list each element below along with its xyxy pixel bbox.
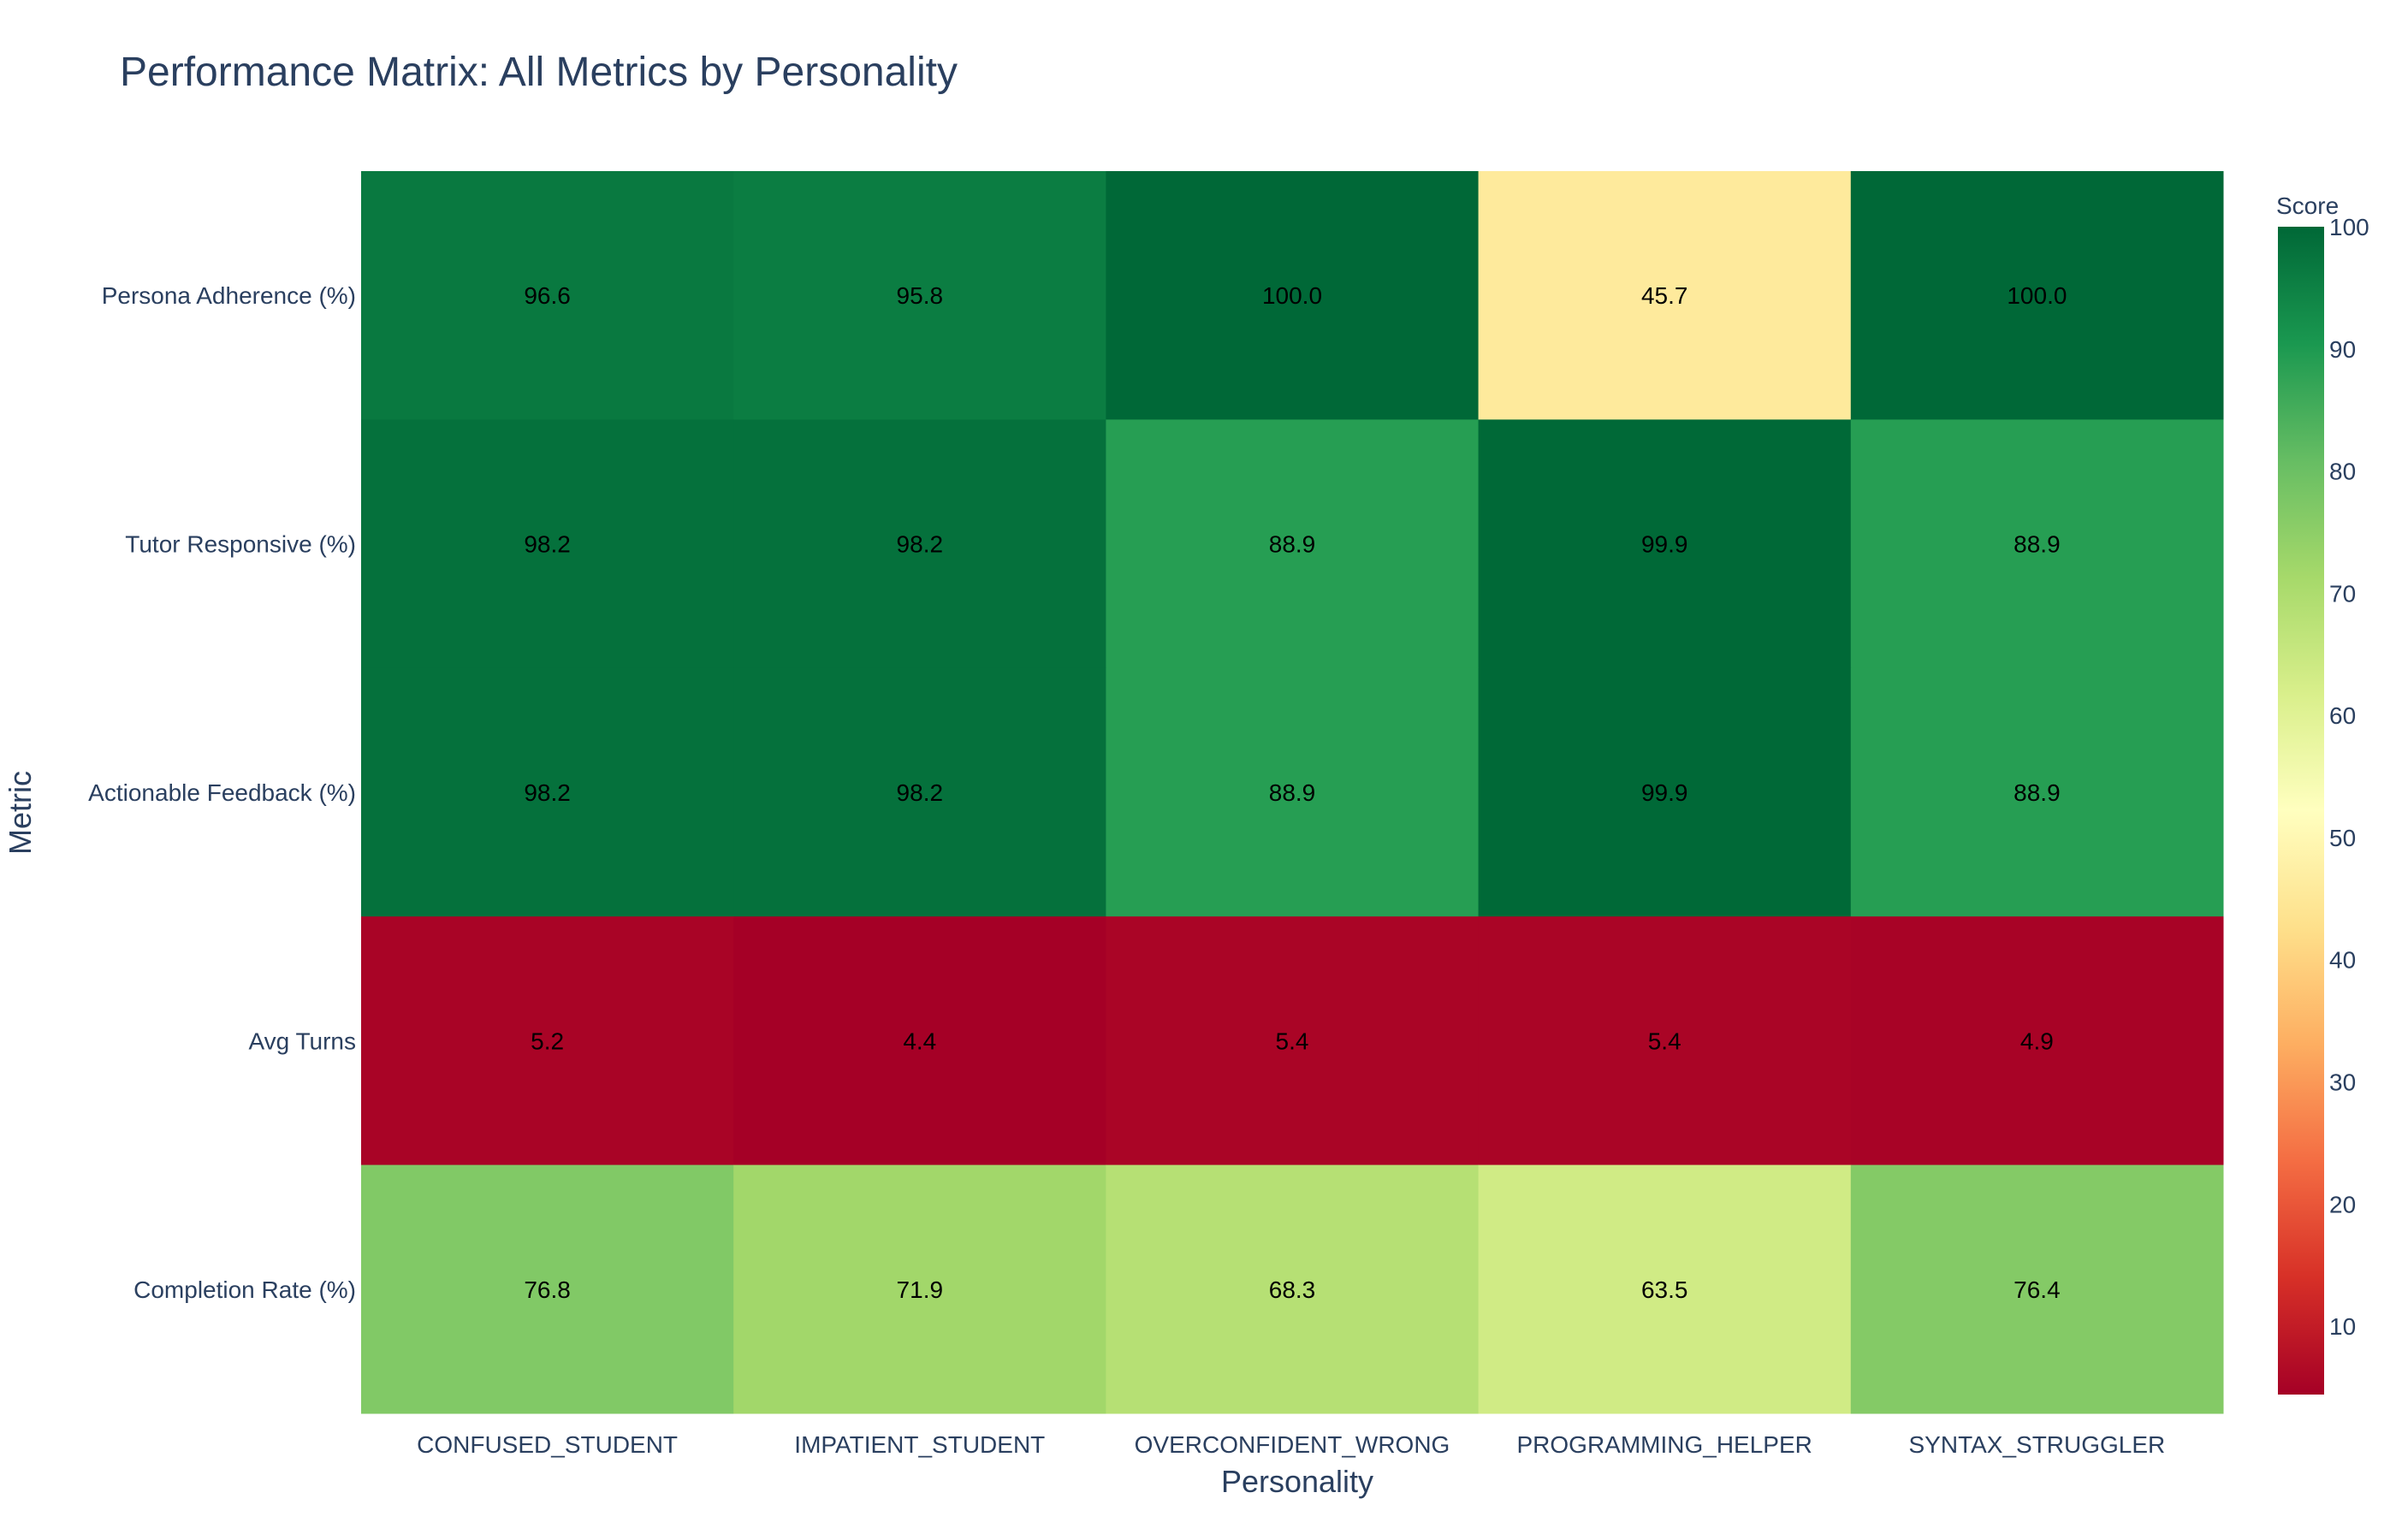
x-tick-label: IMPATIENT_STUDENT [794,1431,1045,1458]
cell-value-label: 98.2 [897,779,944,806]
cell-labels: 96.6 95.8 100.0 45.7 100.0 98.2 98.2 88.9 99.9 88… [524,282,2067,1303]
y-tick-label: Avg Turns [248,1028,356,1054]
cell-value-label: 5.4 [1276,1028,1309,1054]
cell-value-label: 68.3 [1269,1276,1316,1303]
x-tick-label: CONFUSED_STUDENT [417,1431,678,1458]
cell-value-label: 98.2 [524,779,571,806]
cell-value-label: 71.9 [897,1276,944,1303]
cell-value-label: 99.9 [1641,779,1688,806]
cell-value-label: 4.4 [903,1028,936,1054]
x-tick-label: PROGRAMMING_HELPER [1516,1431,1812,1458]
heatmap-cell [1850,916,2224,1166]
chart-title: Performance Matrix: All Metrics by Perso… [120,50,958,95]
heatmap-cell [361,171,734,420]
heatmap-cells [361,171,2224,1414]
colorbar-ticks: 10 20 30 40 50 60 70 80 90 100 [2329,214,2369,1340]
cell-value-label: 76.8 [524,1276,571,1303]
heatmap-cell [1106,419,1480,669]
cell-value-label: 63.5 [1641,1276,1688,1303]
heatmap-cell [361,1164,734,1414]
heatmap-cell [1478,916,1852,1166]
heatmap-cell [361,916,734,1166]
colorbar-tick-label: 100 [2329,214,2369,240]
colorbar-tick-label: 80 [2329,459,2356,485]
heatmap-cell [1850,419,2224,669]
heatmap-cell [733,667,1106,917]
cell-value-label: 88.9 [2013,779,2061,806]
colorbar-tick-label: 30 [2329,1069,2356,1095]
heatmap-cell [1850,171,2224,420]
heatmap-cell [733,171,1106,420]
colorbar-tick-label: 60 [2329,702,2356,729]
cell-value-label: 100.0 [2007,282,2067,309]
cell-value-label: 98.2 [524,531,571,558]
cell-value-label: 5.4 [1648,1028,1681,1054]
y-axis-title: Metric [3,771,38,855]
heatmap-cell [361,419,734,669]
y-tick-label: Persona Adherence (%) [102,282,356,309]
cell-value-label: 88.9 [1269,531,1316,558]
x-axis-title: Personality [1221,1464,1373,1499]
colorbar-title: Score [2276,192,2339,219]
heatmap-cell [1478,419,1852,669]
cell-value-label: 99.9 [1641,531,1688,558]
heatmap-cell [1106,171,1480,420]
heatmap-cell [733,419,1106,669]
y-tick-label: Completion Rate (%) [133,1276,356,1303]
colorbar: Score 10 20 30 40 50 60 70 80 90 100 [2276,192,2369,1395]
heatmap-cell [1478,171,1852,420]
colorbar-tick-label: 40 [2329,947,2356,974]
cell-value-label: 88.9 [2013,531,2061,558]
colorbar-tick-label: 70 [2329,580,2356,607]
cell-value-label: 95.8 [897,282,944,309]
heatmap-cell [1106,667,1480,917]
colorbar-tick-label: 50 [2329,825,2356,851]
heatmap-cell [1106,916,1480,1166]
heatmap-cell [733,916,1106,1166]
heatmap-cell [1850,667,2224,917]
x-tick-label: SYNTAX_STRUGGLER [1909,1431,2166,1458]
heatmap-cell [1478,1164,1852,1414]
colorbar-tick-label: 20 [2329,1191,2356,1217]
cell-value-label: 45.7 [1641,282,1688,309]
heatmap-cell [1850,1164,2224,1414]
heatmap-cell [1106,1164,1480,1414]
y-axis-ticks: Persona Adherence (%) Tutor Responsive (%… [88,282,356,1303]
y-tick-label: Actionable Feedback (%) [88,779,356,806]
colorbar-tick-label: 10 [2329,1313,2356,1340]
cell-value-label: 88.9 [1269,779,1316,806]
colorbar-gradient [2278,227,2324,1395]
cell-value-label: 76.4 [2013,1276,2061,1303]
x-tick-label: OVERCONFIDENT_WRONG [1135,1431,1450,1458]
heatmap-cell [733,1164,1106,1414]
colorbar-tick-label: 90 [2329,336,2356,363]
y-tick-label: Tutor Responsive (%) [125,531,356,558]
cell-value-label: 96.6 [524,282,571,309]
cell-value-label: 98.2 [897,531,944,558]
cell-value-label: 100.0 [1262,282,1322,309]
cell-value-label: 4.9 [2020,1028,2054,1054]
heatmap-cell [1478,667,1852,917]
cell-value-label: 5.2 [531,1028,564,1054]
heatmap-cell [361,667,734,917]
x-axis-ticks: CONFUSED_STUDENT IMPATIENT_STUDENT OVERCON… [417,1431,2165,1458]
